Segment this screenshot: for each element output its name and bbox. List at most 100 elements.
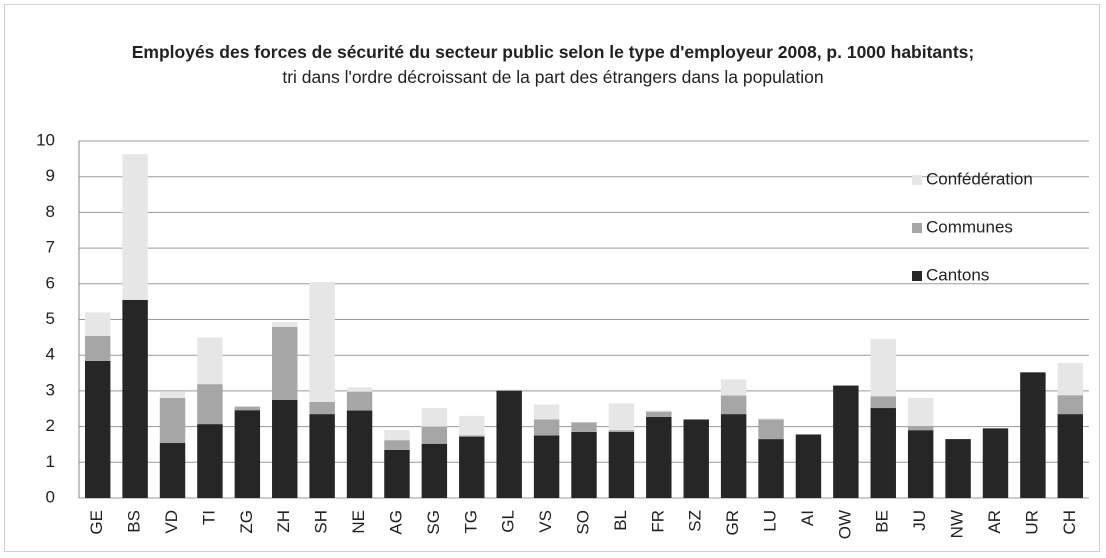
bar-segment [533, 404, 560, 420]
bar-segment [197, 384, 223, 425]
x-tick-label: OW [835, 510, 854, 539]
legend-label: Communes [926, 217, 1013, 236]
x-tick-label: AI [798, 510, 817, 526]
x-tick-label: NE [349, 510, 368, 534]
bar-segment [646, 410, 672, 412]
y-tick-label: 0 [46, 487, 55, 506]
legend-swatch [912, 223, 922, 233]
bar-segment [646, 416, 672, 498]
x-tick-label: FR [648, 510, 667, 533]
bar-segment [384, 430, 410, 441]
chart-title: Employés des forces de sécurité du secte… [130, 40, 976, 90]
bar-segment [683, 419, 709, 498]
x-tick-label: VS [536, 510, 555, 533]
x-tick-label: TG [461, 510, 480, 534]
y-tick-label: 5 [46, 309, 55, 328]
y-tick-label: 3 [46, 380, 55, 399]
bar-segment [758, 418, 784, 420]
x-tick-label: LU [761, 510, 780, 532]
x-tick-label: ZG [237, 510, 256, 534]
bar-segment [309, 282, 335, 402]
bar-segment [833, 385, 859, 498]
x-tick-label: BL [611, 510, 630, 531]
chart-frame [4, 4, 1100, 552]
bar-segment [459, 415, 485, 436]
bar-segment [159, 398, 186, 444]
legend-label: Cantons [926, 265, 989, 284]
bar-segment [571, 422, 597, 432]
bar-segment [421, 408, 448, 427]
y-tick-label: 8 [46, 202, 55, 221]
bar-segment [720, 379, 747, 396]
x-tick-label: BE [873, 510, 892, 533]
x-tick-label: ZH [274, 510, 293, 533]
bar-segment [870, 396, 896, 409]
bar-segment [459, 435, 485, 437]
bar-segment [1020, 372, 1046, 498]
x-tick-label: SH [312, 510, 331, 534]
bar-segment [197, 424, 223, 498]
x-tick-label: NW [948, 510, 967, 538]
bar-segment [907, 425, 934, 431]
bar-segment [384, 440, 410, 450]
x-tick-label: SO [573, 510, 592, 535]
x-tick-label: VD [162, 510, 181, 534]
bar-segment [982, 428, 1009, 498]
x-tick-label: CH [1060, 510, 1079, 535]
x-tick-label: GE [87, 510, 106, 535]
bar-segment [720, 395, 747, 415]
bar-segment [870, 408, 896, 498]
x-tick-label: AR [985, 510, 1004, 534]
legend-label: Confédération [926, 169, 1033, 188]
bar-segment [346, 410, 373, 498]
x-tick-label: SZ [686, 510, 705, 532]
bar-segment [533, 419, 560, 436]
bar-segment [384, 449, 410, 498]
bar-segment [945, 439, 971, 498]
bar-segment [795, 434, 822, 498]
bar-segment [646, 411, 672, 417]
bar-segment [720, 414, 747, 498]
bar-segment [421, 426, 448, 444]
bar-segment [234, 406, 261, 411]
bar-segment [1057, 363, 1084, 396]
x-tick-label: GR [723, 510, 742, 536]
bar-segment [459, 436, 485, 498]
legend-swatch [912, 271, 922, 281]
bar-segment [272, 399, 298, 498]
bar-segment [421, 443, 448, 498]
bar-segment [309, 401, 335, 415]
bar-segment [496, 389, 522, 391]
bar-segment [870, 339, 896, 397]
bar-segment [608, 431, 635, 498]
y-tick-label: 9 [46, 166, 55, 185]
y-tick-label: 1 [46, 452, 55, 471]
bar-segment [159, 443, 186, 498]
x-tick-label: AG [386, 510, 405, 535]
bar-segment [197, 337, 223, 385]
x-tick-label: BS [125, 510, 144, 533]
bar-segment [907, 430, 934, 498]
x-tick-label: UR [1022, 510, 1041, 535]
bar-segment [122, 154, 148, 300]
bar-segment [571, 431, 597, 498]
x-tick-label: JU [910, 510, 929, 531]
bar-segment [758, 439, 784, 498]
bar-segment [234, 410, 261, 498]
y-tick-label: 10 [36, 130, 55, 149]
y-tick-label: 4 [46, 345, 55, 364]
bar-segment [346, 391, 373, 411]
bar-segment [309, 414, 335, 498]
bar-segment [608, 403, 635, 431]
bar-segment [346, 387, 373, 392]
bar-segment [84, 312, 111, 336]
bar-segment [608, 430, 635, 432]
bar-segment [272, 321, 298, 327]
bar-segment [533, 435, 560, 498]
bar-segment [122, 299, 148, 498]
bar-segment [159, 391, 186, 399]
bar-segment [84, 335, 111, 361]
y-tick-label: 7 [46, 238, 55, 257]
